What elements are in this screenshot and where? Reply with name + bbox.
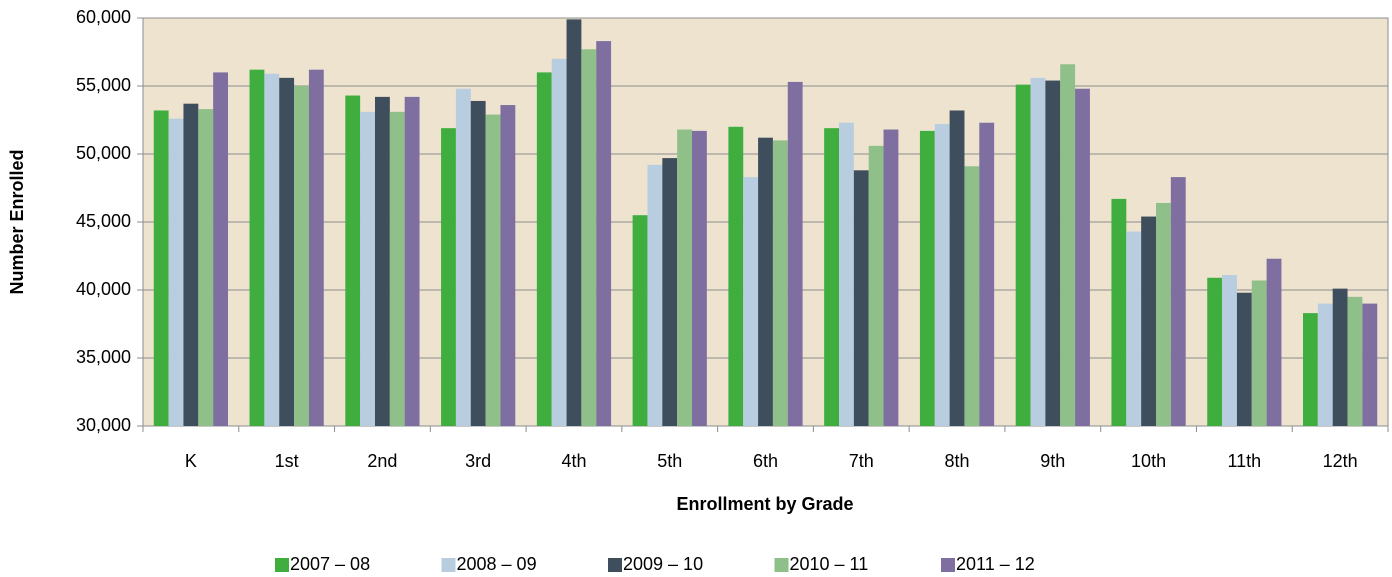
bar bbox=[294, 86, 309, 426]
y-tick-label: 45,000 bbox=[76, 211, 131, 231]
bar bbox=[853, 170, 869, 426]
x-tick-label: 5th bbox=[657, 451, 682, 471]
bar bbox=[168, 118, 184, 426]
bar bbox=[647, 164, 663, 426]
bar bbox=[485, 114, 501, 426]
bar bbox=[264, 73, 280, 426]
bar bbox=[500, 105, 516, 426]
bar bbox=[360, 111, 376, 426]
legend-label: 2010 – 11 bbox=[790, 554, 869, 574]
bar bbox=[772, 140, 788, 426]
bar bbox=[743, 177, 759, 426]
bar bbox=[662, 158, 678, 426]
x-tick-label: 8th bbox=[945, 451, 970, 471]
bar bbox=[1332, 288, 1348, 426]
bar bbox=[566, 19, 582, 427]
x-tick-label: 11th bbox=[1227, 451, 1261, 471]
legend-label: 2008 – 09 bbox=[457, 554, 537, 574]
bar bbox=[470, 100, 486, 427]
bar bbox=[1236, 292, 1252, 426]
bar bbox=[632, 215, 648, 426]
bar bbox=[441, 128, 456, 426]
bar bbox=[824, 128, 840, 426]
bar bbox=[213, 72, 228, 427]
bar bbox=[308, 69, 324, 427]
bar bbox=[1251, 280, 1267, 426]
bar bbox=[1015, 84, 1031, 426]
bar bbox=[1303, 313, 1318, 426]
bar bbox=[183, 103, 199, 427]
bar bbox=[1141, 216, 1156, 426]
bar bbox=[934, 124, 950, 426]
bar bbox=[758, 137, 773, 426]
bar bbox=[1155, 202, 1171, 426]
legend-label: 2007 – 08 bbox=[290, 554, 370, 574]
x-tick-label: 4th bbox=[561, 451, 586, 471]
bar bbox=[949, 110, 965, 426]
x-tick-label: 2nd bbox=[367, 451, 397, 471]
bar bbox=[677, 129, 692, 426]
x-tick-label: 7th bbox=[849, 451, 874, 471]
bar bbox=[839, 122, 854, 426]
bar bbox=[389, 111, 405, 426]
bar bbox=[1362, 303, 1378, 426]
bar bbox=[1347, 296, 1363, 426]
bar bbox=[1060, 64, 1076, 427]
bar bbox=[728, 126, 744, 427]
bar bbox=[919, 130, 935, 426]
bar bbox=[787, 81, 803, 427]
bar bbox=[1045, 80, 1061, 426]
x-tick-label: 1st bbox=[275, 451, 299, 471]
x-tick-label: 9th bbox=[1040, 451, 1065, 471]
y-tick-label: 50,000 bbox=[76, 143, 131, 163]
legend-label: 2009 – 10 bbox=[623, 554, 703, 574]
x-tick-label: K bbox=[185, 451, 197, 471]
x-axis-title: Enrollment by Grade bbox=[676, 494, 853, 514]
bar bbox=[581, 49, 597, 426]
y-tick-label: 55,000 bbox=[76, 75, 131, 95]
bar bbox=[979, 122, 995, 426]
bar bbox=[1126, 231, 1142, 426]
bar bbox=[279, 77, 295, 426]
bar bbox=[1222, 275, 1237, 426]
bar bbox=[868, 145, 884, 426]
legend-swatch bbox=[441, 558, 456, 572]
bar bbox=[345, 95, 361, 427]
legend-swatch bbox=[774, 558, 789, 572]
bar bbox=[883, 129, 899, 426]
x-tick-label: 10th bbox=[1131, 451, 1166, 471]
bar bbox=[1266, 258, 1282, 426]
bar bbox=[198, 109, 214, 427]
bar bbox=[455, 88, 471, 426]
legend-label: 2011 – 12 bbox=[956, 554, 1035, 574]
y-axis-title: Number Enrolled bbox=[7, 149, 27, 294]
y-tick-label: 40,000 bbox=[76, 279, 131, 299]
bar bbox=[596, 41, 612, 427]
bar bbox=[1317, 303, 1333, 426]
x-tick-label: 12th bbox=[1323, 451, 1358, 471]
x-tick-label: 3rd bbox=[465, 451, 491, 471]
y-tick-label: 60,000 bbox=[76, 7, 131, 27]
y-tick-label: 30,000 bbox=[76, 415, 131, 435]
legend-swatch bbox=[608, 558, 622, 572]
legend-swatch bbox=[275, 558, 289, 572]
bar bbox=[536, 72, 552, 427]
bar bbox=[1207, 277, 1223, 426]
bar bbox=[249, 69, 265, 427]
y-tick-label: 35,000 bbox=[76, 347, 131, 367]
bar bbox=[375, 96, 390, 426]
bar bbox=[691, 130, 707, 426]
bar bbox=[153, 110, 169, 426]
x-tick-label: 6th bbox=[753, 451, 778, 471]
legend-swatch bbox=[941, 558, 955, 572]
bar bbox=[1111, 198, 1127, 426]
bar bbox=[1170, 177, 1186, 426]
bar bbox=[404, 96, 420, 426]
bar bbox=[964, 166, 980, 427]
bar bbox=[1030, 77, 1046, 426]
bar bbox=[1075, 88, 1090, 426]
bar bbox=[551, 58, 567, 427]
